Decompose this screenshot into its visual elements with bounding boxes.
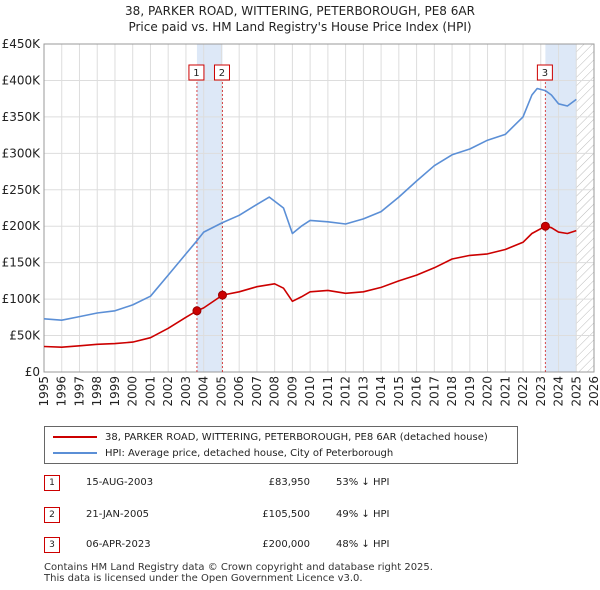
x-tick-label: 2020 bbox=[481, 376, 495, 407]
footer-license: This data is licensed under the Open Gov… bbox=[44, 573, 363, 584]
x-tick-label: 2014 bbox=[374, 376, 388, 407]
y-tick-label: £250K bbox=[2, 183, 42, 197]
sale-price: £83,950 bbox=[268, 477, 310, 488]
x-tick-label: 2019 bbox=[463, 376, 477, 407]
x-tick-label: 2017 bbox=[427, 376, 441, 407]
x-tick-label: 2026 bbox=[587, 376, 600, 407]
x-tick-label: 2002 bbox=[161, 376, 175, 407]
plot-frame bbox=[43, 43, 595, 373]
sale-hpi-diff: 53% ↓ HPI bbox=[336, 477, 390, 488]
x-tick-label: 2001 bbox=[143, 376, 157, 407]
y-tick-label: £100K bbox=[2, 292, 42, 306]
legend-item-hpi: HPI: Average price, detached house, City… bbox=[53, 446, 393, 460]
sale-number-label: 3 bbox=[542, 68, 548, 79]
hpi-line bbox=[43, 87, 577, 322]
price-chart: £0 £50K £100K £150K £200K £250K £300K £350K £400… bbox=[2, 37, 600, 407]
footer: Contains HM Land Registry data © Crown c… bbox=[44, 562, 433, 584]
legend-label-hpi: HPI: Average price, detached house, City… bbox=[105, 447, 394, 459]
table-row: 3 06-APR-2023 £200,000 48% ↓ HPI bbox=[44, 537, 464, 555]
x-tick-label: 2009 bbox=[285, 376, 299, 407]
shaded-region bbox=[545, 44, 577, 372]
y-tick-label: £50K bbox=[9, 329, 41, 343]
legend-label-property: 38, PARKER ROAD, WITTERING, PETERBOROUGH… bbox=[105, 431, 488, 443]
sale-date: 21-JAN-2005 bbox=[86, 509, 150, 520]
x-tick-label: 1999 bbox=[108, 376, 122, 407]
x-tick-label: 2000 bbox=[126, 376, 140, 407]
x-tick-label: 1995 bbox=[37, 376, 51, 407]
x-tick-label: 2021 bbox=[498, 376, 512, 407]
y-tick-label: £350K bbox=[2, 110, 42, 124]
x-tick-label: 1998 bbox=[90, 376, 104, 407]
x-tick-label: 2016 bbox=[410, 376, 424, 407]
legend-swatch-hpi bbox=[53, 452, 97, 454]
sale-number-badge: 1 bbox=[44, 475, 60, 491]
sale-number-box bbox=[188, 64, 205, 81]
sale-number-box bbox=[536, 64, 553, 81]
sale-point bbox=[540, 221, 550, 231]
x-tick-label: 1996 bbox=[55, 376, 69, 407]
table-row: 1 15-AUG-2003 £83,950 53% ↓ HPI bbox=[44, 475, 464, 493]
forecast-hatch bbox=[576, 44, 594, 372]
property-price-line bbox=[43, 225, 577, 349]
y-tick-label: £450K bbox=[2, 37, 42, 51]
x-tick-label: 2007 bbox=[250, 376, 264, 407]
x-tick-label: 2011 bbox=[321, 376, 335, 407]
x-tick-label: 2013 bbox=[356, 376, 370, 407]
plot-area bbox=[44, 44, 594, 372]
sale-price: £200,000 bbox=[262, 539, 310, 550]
x-tick-label: 2024 bbox=[552, 376, 566, 407]
sale-price: £105,500 bbox=[262, 509, 310, 520]
x-tick-label: 2010 bbox=[303, 376, 317, 407]
sale-hpi-diff: 48% ↓ HPI bbox=[336, 539, 390, 550]
x-tick-label: 2025 bbox=[569, 376, 583, 407]
sale-point bbox=[217, 290, 227, 300]
table-row: 2 21-JAN-2005 £105,500 49% ↓ HPI bbox=[44, 507, 464, 525]
footer-copyright: Contains HM Land Registry data © Crown c… bbox=[44, 562, 433, 573]
sale-number-badge: 2 bbox=[44, 507, 60, 523]
x-tick-label: 1997 bbox=[72, 376, 86, 407]
chart-title-line2: Price paid vs. HM Land Registry's House … bbox=[128, 20, 472, 34]
sale-hpi-diff: 49% ↓ HPI bbox=[336, 509, 390, 520]
y-tick-label: £300K bbox=[2, 146, 42, 160]
y-tick-label: £150K bbox=[2, 256, 42, 270]
sale-number-label: 2 bbox=[219, 68, 225, 79]
legend-swatch-property bbox=[53, 436, 97, 438]
sale-number-label: 1 bbox=[193, 68, 199, 79]
y-tick-label: £400K bbox=[2, 73, 42, 87]
x-tick-label: 2022 bbox=[516, 376, 530, 407]
sale-number-box bbox=[213, 64, 230, 81]
y-tick-label: £200K bbox=[2, 219, 42, 233]
chart-title-line1: 38, PARKER ROAD, WITTERING, PETERBOROUGH… bbox=[125, 4, 475, 18]
sale-date: 06-APR-2023 bbox=[86, 539, 151, 550]
sale-date: 15-AUG-2003 bbox=[86, 477, 154, 488]
x-tick-label: 2005 bbox=[214, 376, 228, 407]
x-tick-label: 2015 bbox=[392, 376, 406, 407]
x-tick-label: 2006 bbox=[232, 376, 246, 407]
legend-item-property: 38, PARKER ROAD, WITTERING, PETERBOROUGH… bbox=[53, 430, 488, 444]
shaded-region bbox=[196, 44, 223, 372]
sale-point bbox=[192, 306, 202, 316]
legend: 38, PARKER ROAD, WITTERING, PETERBOROUGH… bbox=[44, 426, 518, 464]
sale-number-badge: 3 bbox=[44, 537, 60, 553]
x-tick-label: 2004 bbox=[197, 376, 211, 407]
y-tick-label: £0 bbox=[25, 365, 40, 379]
x-tick-label: 2008 bbox=[268, 376, 282, 407]
x-tick-label: 2018 bbox=[445, 376, 459, 407]
x-tick-label: 2012 bbox=[339, 376, 353, 407]
x-tick-label: 2023 bbox=[534, 376, 548, 407]
x-tick-label: 2003 bbox=[179, 376, 193, 407]
